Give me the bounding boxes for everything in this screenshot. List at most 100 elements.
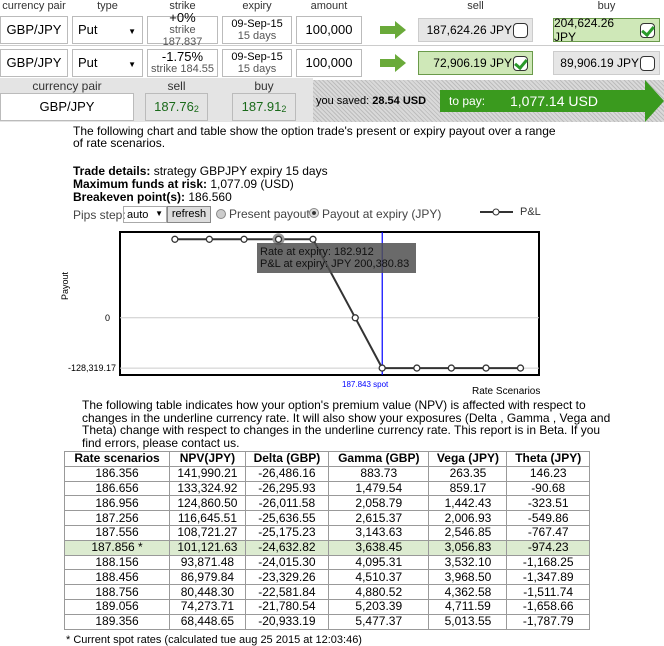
column-header: Delta (GBP) (244, 451, 330, 467)
leg-expiry[interactable]: 09-Sep-15 15 days (222, 16, 292, 44)
leg-type-select[interactable]: Put ▼ (72, 49, 143, 77)
pnl-point[interactable] (447, 364, 455, 372)
pnl-point[interactable] (413, 364, 421, 372)
pnl-point[interactable] (351, 314, 359, 322)
amount-value: 100,000 (305, 22, 353, 37)
present-payout-radio[interactable] (216, 209, 226, 219)
spot-label: 187.843 spot (342, 380, 389, 389)
pips-step-value: auto (127, 209, 149, 221)
sell-quote[interactable]: 187,624.26 JPY (418, 18, 533, 42)
y-tick-min: -128,319.17 (68, 363, 117, 373)
sell-price: 187,624.26 JPY (426, 23, 512, 37)
table-cell: 3,968.50 (428, 569, 508, 586)
table-cell: -21,780.54 (244, 598, 330, 615)
leg-type-value: Put (78, 22, 98, 37)
table-cell: 4,095.31 (328, 554, 430, 571)
chevron-down-icon: ▼ (128, 27, 136, 36)
expiry-date: 09-Sep-15 (231, 18, 283, 30)
sell-checkbox[interactable] (513, 55, 528, 71)
table-cell: -1,511.74 (506, 584, 590, 600)
breakeven: Breakeven point(s): 186.560 (73, 191, 232, 203)
summary-sell-label: sell (167, 79, 186, 93)
table-row: 186.356 141,990.21 -26,486.16 883.73 263.35 1… (63, 465, 590, 482)
strike-value: strike 184.55 (151, 63, 214, 75)
summary-pair-field: GBP/JPY (0, 93, 134, 121)
table-cell: -24,632.82 (244, 539, 330, 556)
buy-checkbox[interactable] (640, 55, 655, 71)
table-cell: 93,871.48 (169, 554, 246, 571)
table-cell: 2,615.37 (328, 510, 430, 526)
buy-rate-pip: 2 (281, 103, 287, 114)
table-cell: 116,645.51 (169, 510, 246, 526)
leg-amount-input[interactable]: 100,000 (296, 16, 362, 44)
max-risk: Maximum funds at risk: 1,077.09 (USD) (73, 177, 294, 191)
column-header: Gamma (GBP) (328, 451, 430, 467)
payout-chart (119, 208, 540, 376)
sell-price: 72,906.19 JPY (433, 56, 512, 70)
expiry-payout-radio[interactable] (309, 208, 319, 218)
pnl-point[interactable] (205, 235, 214, 243)
table-cell: -1,787.79 (506, 613, 590, 630)
table-cell: -25,175.23 (244, 524, 330, 541)
pay-button[interactable] (440, 80, 664, 122)
leg-amount-input[interactable]: 100,000 (296, 49, 362, 77)
table-cell: 2,006.93 (428, 510, 508, 526)
chart-tooltip: Rate at expiry: 182.912 P&L at expiry: JP… (257, 243, 416, 273)
buy-quote[interactable]: 204,624.26 JPY (553, 16, 660, 44)
table-cell: 1,479.54 (328, 480, 430, 497)
table-cell: 1,442.43 (428, 495, 508, 512)
refresh-button[interactable]: refresh (167, 206, 211, 223)
max-risk-value: 1,077.09 (USD) (207, 177, 294, 191)
legend-label: P&L (520, 206, 541, 218)
column-header: Vega (JPY) (428, 451, 508, 467)
pnl-point[interactable] (516, 364, 525, 372)
buy-quote[interactable]: 89,906.19 JPY (553, 51, 660, 75)
table-cell: 2,058.79 (328, 495, 430, 512)
table-cell: 3,056.83 (428, 539, 508, 556)
table-cell: 5,203.39 (328, 598, 430, 615)
table-cell: 108,721.27 (169, 524, 246, 541)
table-header: Rate scenarios NPV(JPY) Delta (GBP) Gamma (… (63, 451, 590, 467)
leg-strike[interactable]: -1.75% strike 184.55 (147, 49, 218, 77)
table-intro-line: Theta) change with respect to changes in… (82, 423, 601, 437)
max-risk-label: Maximum funds at risk: (73, 177, 208, 191)
pnl-point[interactable] (240, 235, 248, 243)
expiry-payout-label: Payout at expiry (JPY) (322, 207, 442, 221)
table-row: 188.456 86,979.84 -23,329.26 4,510.37 3,968.… (63, 569, 590, 586)
pnl-point[interactable] (171, 235, 179, 243)
sell-rate-pip: 2 (193, 103, 199, 114)
pnl-point[interactable] (378, 364, 386, 372)
buy-price: 89,906.19 JPY (560, 56, 639, 70)
pnl-point[interactable] (482, 364, 490, 372)
leg-pair: GBP/JPY (0, 49, 68, 77)
table-cell: 187.256 (63, 510, 171, 526)
table-cell: -974.23 (506, 539, 590, 556)
pips-step-label: Pips step: (73, 208, 126, 222)
table-cell: -24,015.30 (244, 554, 330, 571)
leg-expiry[interactable]: 09-Sep-15 15 days (222, 49, 292, 77)
leg-strike[interactable]: +0% strike 187.837 (147, 11, 218, 48)
sell-quote[interactable]: 72,906.19 JPY (418, 51, 533, 75)
pips-step-select[interactable]: auto ▼ (123, 206, 167, 223)
table-cell: 3,638.45 (328, 539, 430, 556)
table-cell: -767.47 (506, 524, 590, 541)
tooltip-rate: Rate at expiry: 182.912 (260, 246, 374, 258)
sell-checkbox[interactable] (513, 22, 528, 38)
table-cell: 186.956 (63, 495, 171, 512)
scenario-table: Rate scenarios NPV(JPY) Delta (GBP) Gamma (… (63, 451, 590, 630)
table-cell: 5,013.55 (428, 613, 508, 630)
table-cell: 4,880.52 (328, 584, 430, 600)
pnl-point[interactable] (309, 235, 317, 243)
pnl-point[interactable] (274, 235, 283, 243)
leg-pair-text: GBP/JPY (6, 55, 62, 70)
table-row: 189.056 74,273.71 -21,780.54 5,203.39 4,711.… (63, 598, 590, 615)
table-cell: 4,362.58 (428, 584, 508, 600)
leg-pair: GBP/JPY (0, 16, 68, 44)
summary-sell-rate: 187.76 2 (145, 93, 208, 121)
table-cell: 80,448.30 (169, 584, 246, 600)
table-cell: 133,324.92 (169, 480, 246, 497)
leg-type-select[interactable]: Put ▼ (72, 16, 143, 44)
saved-amount: 28.54 USD (372, 95, 427, 107)
buy-checkbox[interactable] (640, 22, 655, 38)
table-cell: 188.456 (63, 569, 171, 586)
